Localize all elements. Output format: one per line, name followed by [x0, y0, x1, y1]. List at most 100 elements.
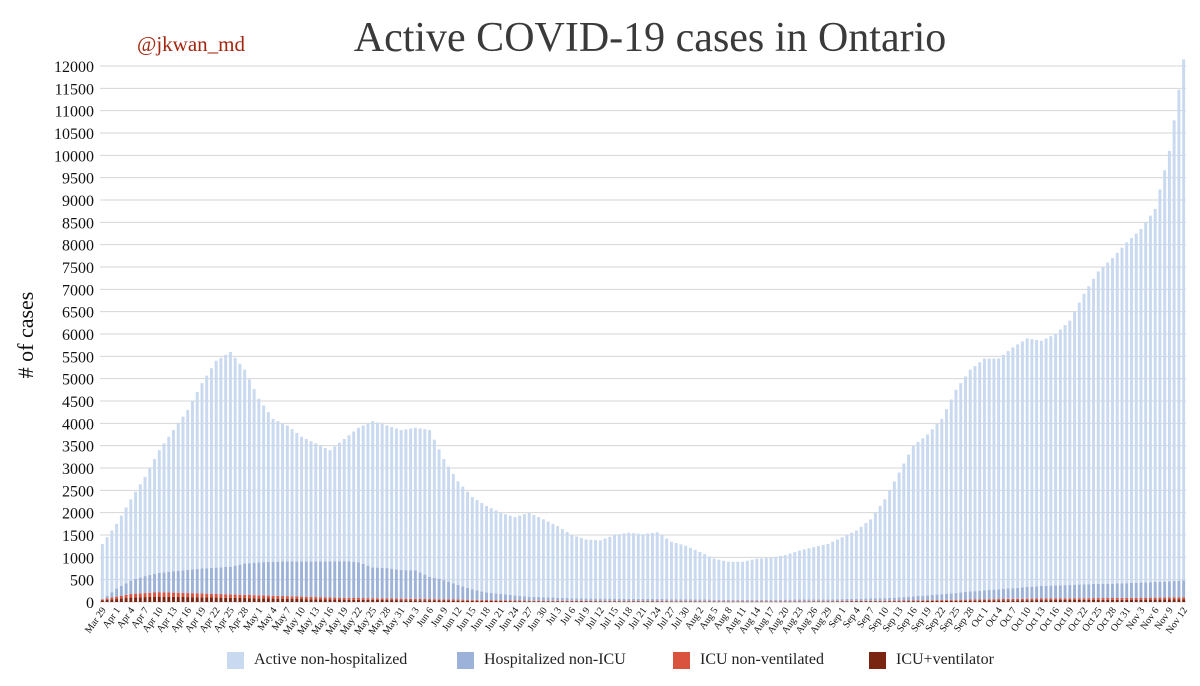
bar-hospitalized-non-icu [518, 595, 522, 601]
bar-active-non-hospitalized [949, 399, 953, 594]
bar-active-non-hospitalized [266, 412, 270, 562]
legend: Active non-hospitalized Hospitalized non… [0, 648, 1200, 672]
bar-icu-ventilator [840, 601, 844, 603]
bar-active-non-hospitalized [764, 558, 768, 600]
bar-hospitalized-non-icu [1096, 583, 1100, 599]
bar-active-non-hospitalized [119, 515, 123, 586]
bar-icu-ventilator [651, 601, 654, 603]
bar-icu-ventilator [105, 600, 109, 602]
bar-active-non-hospitalized [608, 536, 612, 599]
bar-active-non-hospitalized [627, 532, 631, 599]
bar-active-non-hospitalized [679, 544, 683, 600]
bar-icu-non-ventilated [888, 600, 892, 602]
bar-hospitalized-non-icu [252, 562, 256, 596]
bar-icu-non-ventilated [1148, 597, 1152, 600]
bar-icu-non-ventilated [352, 597, 356, 600]
bar-icu-non-ventilated [309, 596, 313, 600]
bar-active-non-hospitalized [413, 427, 417, 571]
bar-active-non-hospitalized [475, 500, 479, 591]
bar-icu-ventilator [982, 600, 986, 602]
bar-hospitalized-non-icu [584, 598, 588, 602]
bar-icu-ventilator [314, 599, 318, 602]
bar-hospitalized-non-icu [143, 576, 147, 594]
bar-icu-non-ventilated [949, 599, 953, 601]
bar-active-non-hospitalized [186, 409, 190, 570]
bar-icu-non-ventilated [608, 601, 612, 602]
y-tick-label: 8500 [62, 215, 94, 232]
bar-icu-ventilator [1182, 599, 1186, 602]
bar-icu-non-ventilated [162, 592, 166, 597]
bar-active-non-hospitalized [333, 446, 337, 562]
bar-hospitalized-non-icu [527, 596, 531, 601]
bar-icu-non-ventilated [333, 597, 337, 600]
bar-hospitalized-non-icu [191, 569, 194, 594]
bar-active-non-hospitalized [613, 535, 617, 599]
bar-icu-ventilator [707, 601, 711, 603]
bar-active-non-hospitalized [143, 476, 147, 577]
bar-icu-ventilator [703, 601, 707, 603]
bar-icu-non-ventilated [722, 601, 726, 602]
bar-hospitalized-non-icu [945, 593, 948, 600]
bar-icu-ventilator [627, 601, 631, 603]
bar-icu-ventilator [698, 601, 702, 603]
bar-icu-ventilator [940, 600, 944, 602]
bar-active-non-hospitalized [964, 376, 967, 593]
bar-active-non-hospitalized [821, 544, 825, 600]
bar-icu-ventilator [186, 597, 190, 602]
bar-icu-non-ventilated [499, 600, 503, 602]
bar-icu-non-ventilated [451, 599, 455, 601]
bar-icu-non-ventilated [1139, 597, 1143, 600]
bar-icu-non-ventilated [172, 592, 175, 597]
bar-icu-ventilator [807, 601, 811, 603]
bar-icu-ventilator [935, 600, 939, 602]
bar-hospitalized-non-icu [162, 572, 166, 593]
bar-icu-ventilator [1163, 599, 1167, 602]
bar-active-non-hospitalized [546, 521, 550, 598]
bar-hospitalized-non-icu [257, 562, 261, 596]
bar-icu-non-ventilated [707, 601, 711, 602]
bar-icu-non-ventilated [1134, 597, 1138, 600]
bar-icu-non-ventilated [219, 594, 223, 598]
bar-icu-ventilator [522, 601, 526, 602]
bar-active-non-hospitalized [840, 537, 844, 600]
bar-icu-ventilator [911, 601, 915, 602]
bar-icu-ventilator [1172, 599, 1176, 602]
bar-icu-non-ventilated [1054, 598, 1058, 601]
bar-icu-ventilator [1073, 599, 1077, 602]
bar-icu-ventilator [973, 600, 977, 602]
y-tick-label: 5500 [62, 349, 94, 366]
y-tick-label: 9000 [62, 193, 94, 210]
bar-hospitalized-non-icu [119, 585, 123, 596]
bar-icu-non-ventilated [688, 601, 692, 602]
bar-icu-non-ventilated [1092, 598, 1095, 600]
bar-hospitalized-non-icu [148, 575, 152, 593]
bar-icu-non-ventilated [1172, 597, 1176, 600]
bar-icu-ventilator [802, 601, 806, 603]
bar-icu-ventilator [1111, 599, 1114, 602]
bar-icu-non-ventilated [541, 600, 545, 602]
bar-active-non-hospitalized [1172, 120, 1176, 582]
bar-icu-non-ventilated [987, 599, 991, 601]
bar-active-non-hospitalized [162, 443, 166, 573]
bar-active-non-hospitalized [1025, 338, 1029, 588]
bar-icu-non-ventilated [1016, 598, 1020, 601]
bar-icu-ventilator [755, 601, 759, 603]
bar-icu-non-ventilated [669, 601, 673, 602]
bar-icu-ventilator [485, 600, 488, 602]
bar-icu-ventilator [319, 599, 322, 602]
bar-hospitalized-non-icu [1025, 587, 1029, 599]
bar-icu-ventilator [195, 597, 199, 602]
bar-icu-non-ventilated [807, 601, 811, 602]
bar-active-non-hospitalized [916, 441, 920, 597]
bar-icu-ventilator [764, 601, 768, 603]
bar-active-non-hospitalized [541, 519, 545, 598]
bar-active-non-hospitalized [622, 533, 626, 599]
bar-active-non-hospitalized [338, 442, 341, 562]
bar-icu-non-ventilated [935, 600, 939, 601]
bar-hospitalized-non-icu [209, 567, 213, 594]
bar-hospitalized-non-icu [651, 598, 654, 602]
bar-icu-non-ventilated [394, 598, 398, 601]
bar-hospitalized-non-icu [760, 599, 764, 602]
bar-active-non-hospitalized [1139, 229, 1143, 583]
bar-icu-ventilator [499, 601, 503, 602]
